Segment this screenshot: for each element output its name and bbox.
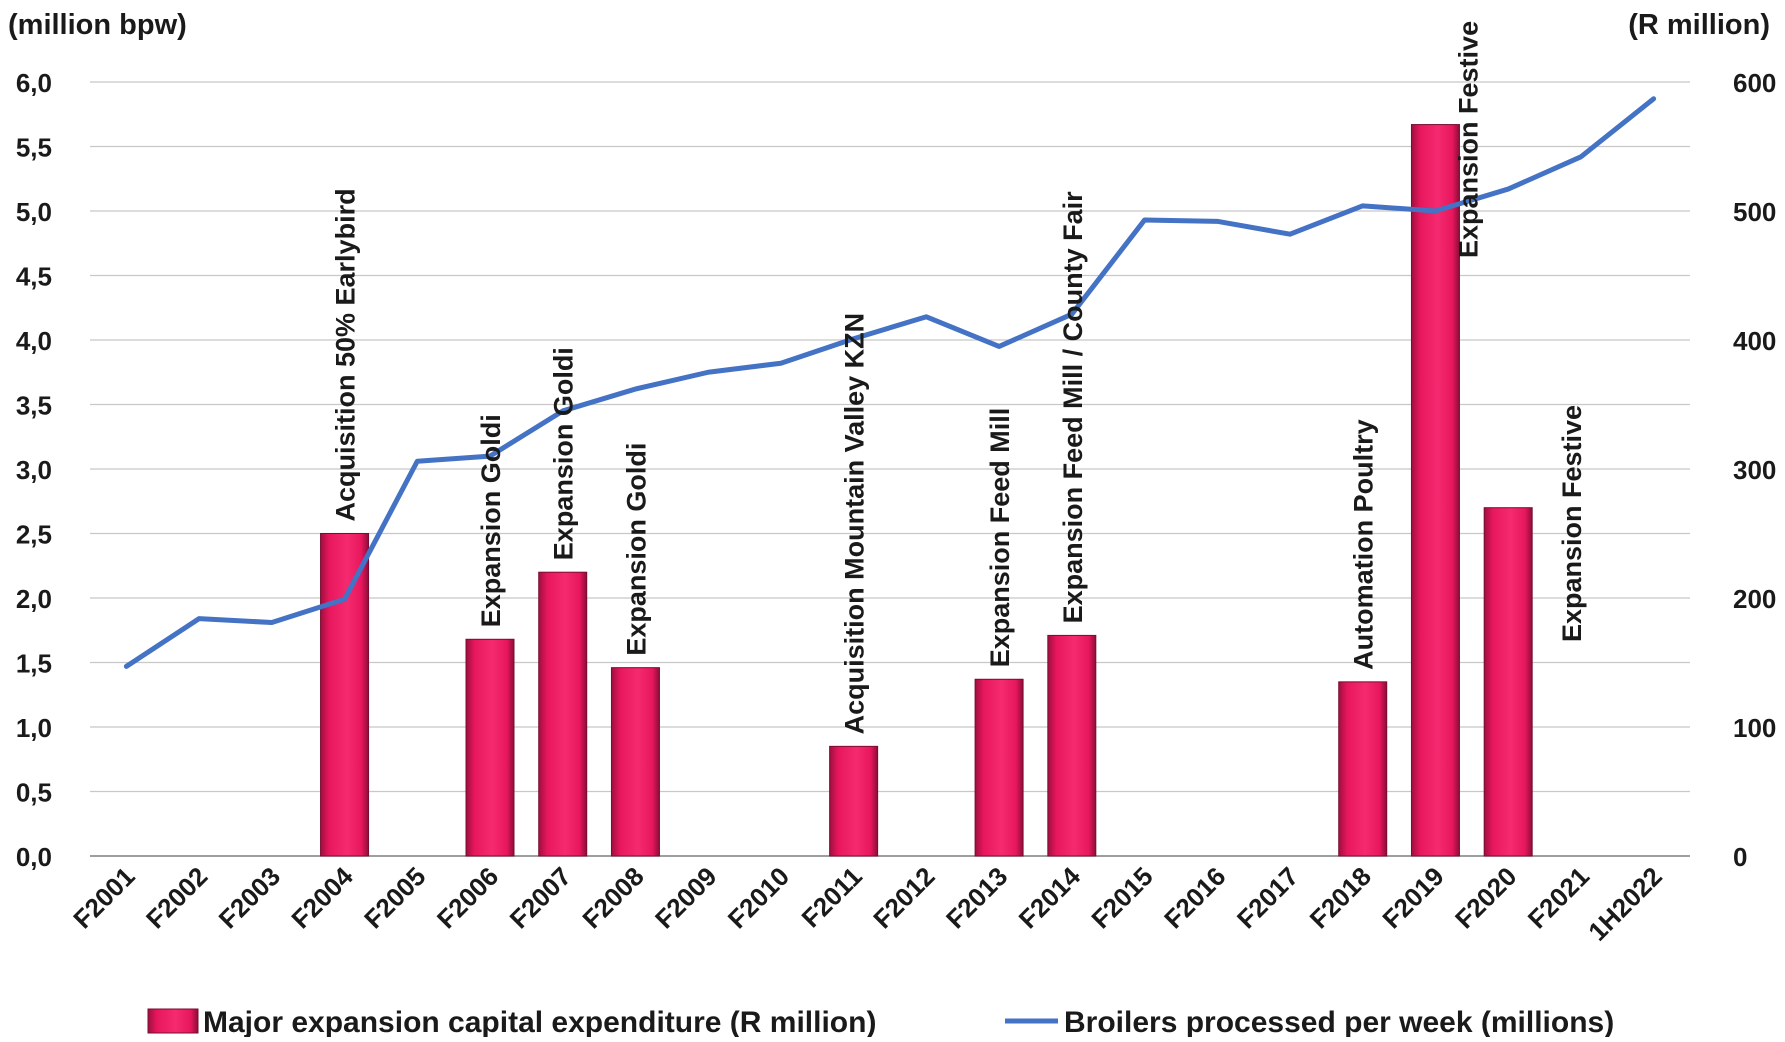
- x-tick-label: F2009: [649, 861, 722, 934]
- line-series: [123, 96, 1657, 669]
- left-tick-label: 2,5: [16, 520, 52, 550]
- left-tick-label: 6,0: [16, 68, 52, 98]
- bar-F2014: [1047, 634, 1097, 857]
- bar-annotation: Automation Poultry: [1349, 419, 1379, 670]
- x-tick-label: F2006: [431, 861, 504, 934]
- left-tick-label: 1,0: [16, 713, 52, 743]
- right-tick-label: 100: [1733, 713, 1776, 743]
- x-tick-label: F2019: [1376, 861, 1449, 934]
- bar-F2008: [610, 667, 660, 857]
- bar-annotation: Acquisition Mountain Valley KZN: [840, 313, 870, 735]
- bar-F2018: [1338, 681, 1388, 857]
- right-tick-label: 0: [1733, 842, 1747, 872]
- x-tick-label: F2008: [576, 861, 649, 934]
- bar-annotation: Expansion Goldi: [476, 414, 506, 627]
- broilers-line: [123, 96, 1657, 669]
- legend-line-label: Broilers processed per week (millions): [1064, 1006, 1614, 1037]
- bar-annotation: Expansion Goldi: [549, 347, 579, 560]
- bar-F2019: [1410, 124, 1460, 857]
- x-tick-label: F2018: [1304, 861, 1377, 934]
- bar-series: [320, 124, 1533, 857]
- legend-bar-swatch: [147, 1008, 199, 1034]
- x-tick-label: F2010: [722, 861, 795, 934]
- x-tick-label: F2011: [796, 861, 868, 933]
- bar-F2011: [829, 745, 879, 857]
- x-tick-label: F2003: [213, 861, 286, 934]
- bar-annotation: Expansion Goldi: [621, 443, 651, 656]
- x-tick-label: 1H2022: [1582, 861, 1668, 947]
- left-tick-label: 3,5: [16, 391, 52, 421]
- right-tick-label: 600: [1733, 68, 1776, 98]
- left-tick-label: 5,0: [16, 197, 52, 227]
- x-tick-label: F2005: [358, 861, 431, 934]
- bar-annotation: Expansion Feed Mill: [985, 408, 1015, 668]
- x-tick-label: F2016: [1158, 861, 1231, 934]
- right-tick-label: 300: [1733, 455, 1776, 485]
- bar-annotation: Expansion Festive: [1453, 21, 1483, 258]
- bar-annotation: Acquisition 50% Earlybird: [331, 188, 361, 521]
- right-axis-unit: (R million): [1628, 9, 1770, 41]
- x-tick-label: F2015: [1085, 861, 1158, 934]
- left-axis-unit: (million bpw): [8, 9, 187, 41]
- left-tick-label: 4,5: [16, 262, 52, 292]
- legend: Major expansion capital expenditure (R m…: [147, 1006, 1614, 1039]
- bar-annotations: Acquisition 50% Earlybird Expansion Goldi…: [331, 21, 1588, 734]
- left-tick-label: 2,0: [16, 584, 52, 614]
- x-tick-label: F2020: [1449, 861, 1522, 934]
- bar-F2006: [465, 638, 515, 857]
- bar-F2007: [538, 571, 588, 857]
- left-tick-label: 5,5: [16, 133, 52, 163]
- bar-F2020: [1483, 507, 1533, 857]
- x-tick-label: F2004: [285, 861, 359, 935]
- x-tick-label: F2013: [940, 861, 1013, 934]
- bar-annotation: Expansion Festive: [1557, 405, 1587, 642]
- left-tick-label: 4,0: [16, 326, 52, 356]
- right-tick-label: 400: [1733, 326, 1776, 356]
- x-tick-label: F2007: [504, 861, 577, 934]
- x-tick-label: F2014: [1013, 861, 1087, 935]
- x-tick-label: F2001: [67, 861, 140, 934]
- right-tick-label: 200: [1733, 584, 1776, 614]
- bar-annotation: Expansion Feed Mill / County Fair: [1058, 191, 1088, 624]
- x-tick-label: F2017: [1231, 861, 1304, 934]
- right-tick-label: 500: [1733, 197, 1776, 227]
- left-tick-label: 0,5: [16, 778, 52, 808]
- left-tick-label: 0,0: [16, 842, 52, 872]
- x-tick-label: F2012: [867, 861, 940, 934]
- bar-F2013: [974, 678, 1024, 857]
- x-tick-label: F2002: [140, 861, 213, 934]
- left-tick-label: 3,0: [16, 455, 52, 485]
- bar-F2004: [320, 533, 370, 857]
- left-tick-label: 1,5: [16, 649, 52, 679]
- legend-bar-label: Major expansion capital expenditure (R m…: [203, 1006, 876, 1037]
